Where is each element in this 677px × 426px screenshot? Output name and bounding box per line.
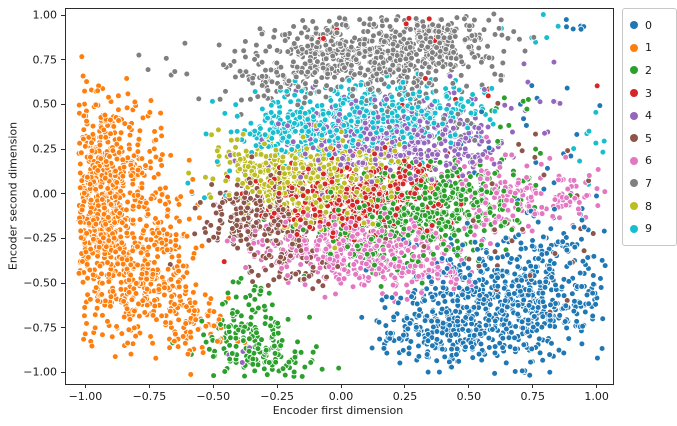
- legend-item-7: 7: [630, 172, 670, 195]
- x-tick-label: 1.00: [584, 390, 609, 403]
- x-axis-label: Encoder first dimension: [272, 404, 404, 417]
- legend-swatch-8: [630, 202, 638, 211]
- legend-label-2: 2: [645, 63, 652, 77]
- scatter-canvas: [66, 9, 613, 384]
- legend-label-0: 0: [645, 18, 652, 32]
- legend: 0 1 2 3 4 5 6 7 8 9: [622, 8, 677, 246]
- legend-label-5: 5: [645, 131, 652, 145]
- y-tick: [61, 237, 65, 239]
- plot-area: [65, 8, 614, 385]
- legend-item-3: 3: [630, 82, 670, 105]
- legend-swatch-5: [630, 134, 638, 143]
- y-tick: [61, 103, 65, 105]
- legend-label-4: 4: [645, 109, 652, 123]
- y-axis-label: Encoder second dimension: [6, 121, 20, 271]
- legend-item-5: 5: [630, 127, 670, 150]
- x-tick: [148, 384, 150, 388]
- x-tick-label: 0.25: [392, 390, 418, 403]
- legend-item-2: 2: [630, 59, 670, 82]
- legend-swatch-4: [630, 111, 638, 120]
- x-tick: [212, 384, 214, 388]
- legend-item-8: 8: [630, 195, 670, 218]
- legend-swatch-9: [630, 224, 638, 233]
- legend-item-6: 6: [630, 150, 670, 173]
- legend-item-0: 0: [630, 14, 670, 37]
- y-tick-label: 0.00: [32, 187, 58, 201]
- y-tick-label: 0.25: [32, 142, 58, 156]
- y-tick-label: −1.00: [23, 365, 57, 379]
- legend-swatch-1: [630, 43, 638, 52]
- x-tick-label: 0.00: [328, 390, 354, 403]
- y-tick-label: −0.75: [23, 321, 57, 335]
- x-tick-label: −0.50: [196, 390, 231, 403]
- legend-swatch-0: [630, 21, 638, 30]
- legend-label-9: 9: [645, 222, 652, 236]
- y-tick: [61, 327, 65, 329]
- x-tick: [84, 384, 86, 388]
- y-tick: [61, 371, 65, 373]
- x-tick: [404, 384, 406, 388]
- x-tick: [596, 384, 598, 388]
- x-tick: [532, 384, 534, 388]
- x-tick-label: −0.75: [132, 390, 167, 403]
- y-tick: [61, 148, 65, 150]
- legend-label-6: 6: [645, 154, 652, 168]
- y-tick-label: 0.50: [32, 97, 58, 111]
- legend-swatch-7: [630, 179, 638, 188]
- y-tick-label: −0.25: [23, 231, 57, 245]
- y-tick-label: 1.00: [32, 8, 58, 22]
- x-tick: [340, 384, 342, 388]
- legend-item-4: 4: [630, 104, 670, 127]
- y-tick-label: 0.75: [32, 53, 58, 67]
- y-tick: [61, 282, 65, 284]
- y-tick-label: −0.50: [23, 276, 57, 290]
- x-tick: [276, 384, 278, 388]
- y-tick: [61, 14, 65, 16]
- legend-item-1: 1: [630, 37, 670, 60]
- legend-swatch-2: [630, 66, 638, 75]
- y-tick: [61, 193, 65, 195]
- legend-label-7: 7: [645, 176, 652, 190]
- legend-label-3: 3: [645, 86, 652, 100]
- x-tick-label: −1.00: [68, 390, 103, 403]
- legend-item-9: 9: [630, 217, 670, 240]
- legend-label-1: 1: [645, 41, 652, 55]
- legend-label-8: 8: [645, 199, 652, 213]
- legend-swatch-6: [630, 156, 638, 165]
- x-tick-label: 0.75: [520, 390, 546, 403]
- x-tick-label: −0.25: [260, 390, 294, 403]
- y-tick: [61, 59, 65, 61]
- legend-swatch-3: [630, 89, 638, 98]
- x-tick-label: 0.50: [456, 390, 482, 403]
- x-tick: [468, 384, 470, 388]
